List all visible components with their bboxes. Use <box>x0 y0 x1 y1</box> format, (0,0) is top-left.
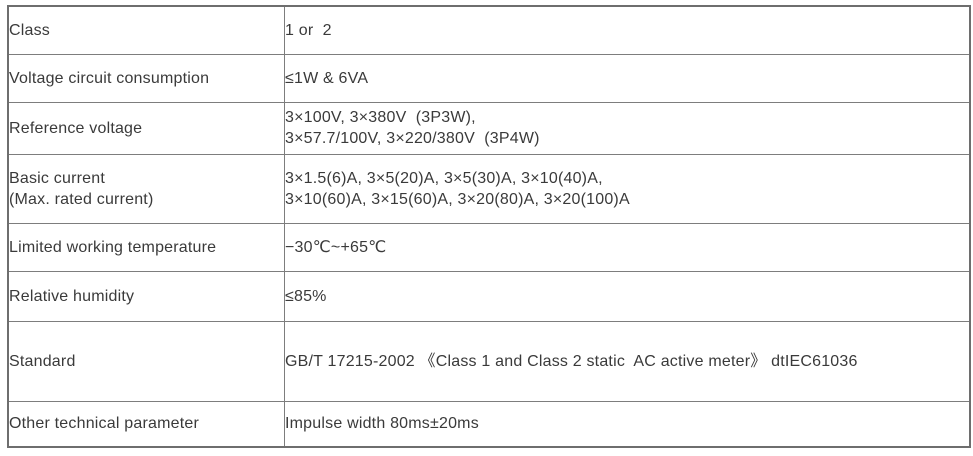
spec-label: Reference voltage <box>7 101 285 155</box>
spec-value: 1 or 2 <box>284 5 971 55</box>
table-row-other-technical-parameter: Other technical parameter Impulse width … <box>7 400 971 448</box>
specifications-table: Class 1 or 2 Voltage circuit consumption… <box>7 5 971 448</box>
table-row-relative-humidity: Relative humidity ≤85% <box>7 270 971 322</box>
spec-value: ≤1W & 6VA <box>284 53 971 103</box>
table-row-limited-working-temperature: Limited working temperature −30℃~+65℃ <box>7 222 971 272</box>
spec-label: Standard <box>7 320 285 402</box>
table-row-class: Class 1 or 2 <box>7 5 971 55</box>
spec-value: ≤85% <box>284 270 971 322</box>
spec-label: Relative humidity <box>7 270 285 322</box>
spec-value: Impulse width 80ms±20ms <box>284 400 971 448</box>
spec-value: 3×1.5(6)A, 3×5(20)A, 3×5(30)A, 3×10(40)A… <box>284 153 971 224</box>
table-row-basic-current: Basic current (Max. rated current) 3×1.5… <box>7 153 971 224</box>
spec-value: 3×100V, 3×380V (3P3W), 3×57.7/100V, 3×22… <box>284 101 971 155</box>
table-row-reference-voltage: Reference voltage 3×100V, 3×380V (3P3W),… <box>7 101 971 155</box>
table-row-standard: Standard GB/T 17215-2002 《Class 1 and Cl… <box>7 320 971 402</box>
table-row-voltage-circuit-consumption: Voltage circuit consumption ≤1W & 6VA <box>7 53 971 103</box>
spec-label: Class <box>7 5 285 55</box>
spec-label: Basic current (Max. rated current) <box>7 153 285 224</box>
spec-value: −30℃~+65℃ <box>284 222 971 272</box>
spec-label: Limited working temperature <box>7 222 285 272</box>
spec-label: Other technical parameter <box>7 400 285 448</box>
spec-table-container: Class 1 or 2 Voltage circuit consumption… <box>7 5 971 448</box>
spec-value: GB/T 17215-2002 《Class 1 and Class 2 sta… <box>284 320 971 402</box>
spec-label: Voltage circuit consumption <box>7 53 285 103</box>
